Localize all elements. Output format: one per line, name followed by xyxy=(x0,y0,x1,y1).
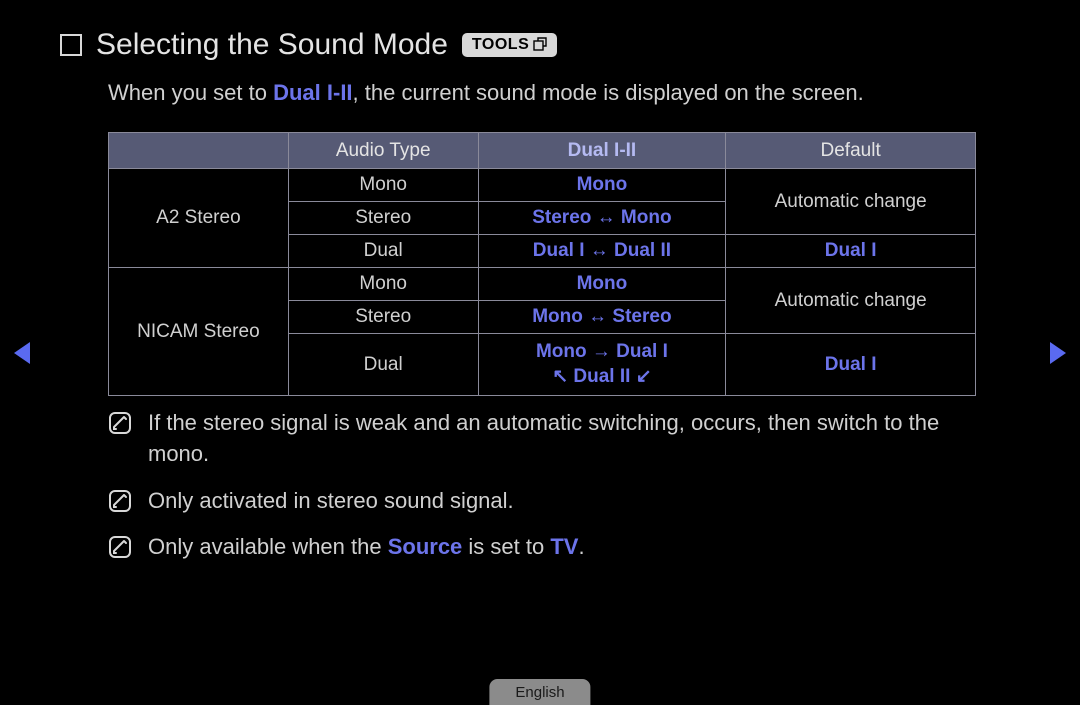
table-head: Audio TypeDual I-IIDefault xyxy=(109,133,976,169)
sound-mode-table: Audio TypeDual I-IIDefault A2 StereoMono… xyxy=(108,132,976,396)
default-cell: Automatic change xyxy=(726,169,976,235)
note-row: If the stereo signal is weak and an auto… xyxy=(108,408,978,470)
language-tab[interactable]: English xyxy=(489,679,590,705)
tools-icon xyxy=(533,37,547,54)
table-header: Audio Type xyxy=(288,133,478,169)
note-text: If the stereo signal is weak and an auto… xyxy=(148,408,978,470)
sound-mode-table-wrap: Audio TypeDual I-IIDefault A2 StereoMono… xyxy=(108,132,976,396)
table-header: Default xyxy=(726,133,976,169)
audio-type-cell: Dual xyxy=(288,334,478,396)
tools-label: TOOLS xyxy=(472,36,529,54)
intro-highlight: Dual I-II xyxy=(273,80,352,105)
dual-cell: Mono ↔ Stereo xyxy=(478,301,726,334)
intro-suffix: , the current sound mode is displayed on… xyxy=(353,80,864,105)
title-row: Selecting the Sound Mode TOOLS xyxy=(60,28,557,62)
nav-prev-button[interactable] xyxy=(14,342,30,364)
default-cell: Automatic change xyxy=(726,268,976,334)
dual-cell: Dual I ↔ Dual II xyxy=(478,235,726,268)
intro-prefix: When you set to xyxy=(108,80,273,105)
audio-type-cell: Stereo xyxy=(288,301,478,334)
default-cell: Dual I xyxy=(726,334,976,396)
note-highlight: TV xyxy=(550,534,578,559)
group-label: NICAM Stereo xyxy=(109,268,289,396)
section-bullet-icon xyxy=(60,34,82,56)
audio-type-cell: Dual xyxy=(288,235,478,268)
manual-page: Selecting the Sound Mode TOOLS When you … xyxy=(0,0,1080,705)
table-row: NICAM StereoMonoMonoAutomatic change xyxy=(109,268,976,301)
tools-badge[interactable]: TOOLS xyxy=(462,33,557,57)
table-header: Dual I-II xyxy=(478,133,726,169)
audio-type-cell: Stereo xyxy=(288,202,478,235)
arrow-left-icon xyxy=(14,342,30,364)
note-icon xyxy=(108,411,132,435)
page-title: Selecting the Sound Mode xyxy=(96,28,448,62)
intro-text: When you set to Dual I-II, the current s… xyxy=(108,80,864,106)
note-text: Only activated in stereo sound signal. xyxy=(148,486,514,517)
nav-next-button[interactable] xyxy=(1050,342,1066,364)
notes-list: If the stereo signal is weak and an auto… xyxy=(108,408,978,579)
note-icon xyxy=(108,535,132,559)
table-header xyxy=(109,133,289,169)
note-highlight: Source xyxy=(388,534,463,559)
audio-type-cell: Mono xyxy=(288,268,478,301)
default-cell: Dual I xyxy=(726,235,976,268)
note-text: Only available when the Source is set to… xyxy=(148,532,585,563)
dual-cell: Mono → Dual I↖ Dual II ↙ xyxy=(478,334,726,396)
note-row: Only activated in stereo sound signal. xyxy=(108,486,978,517)
dual-cell: Mono xyxy=(478,169,726,202)
arrow-right-icon xyxy=(1050,342,1066,364)
note-icon xyxy=(108,489,132,513)
dual-cell: Stereo ↔ Mono xyxy=(478,202,726,235)
table-row: A2 StereoMonoMonoAutomatic change xyxy=(109,169,976,202)
table-body: A2 StereoMonoMonoAutomatic changeStereoS… xyxy=(109,169,976,396)
dual-cell: Mono xyxy=(478,268,726,301)
group-label: A2 Stereo xyxy=(109,169,289,268)
note-row: Only available when the Source is set to… xyxy=(108,532,978,563)
audio-type-cell: Mono xyxy=(288,169,478,202)
